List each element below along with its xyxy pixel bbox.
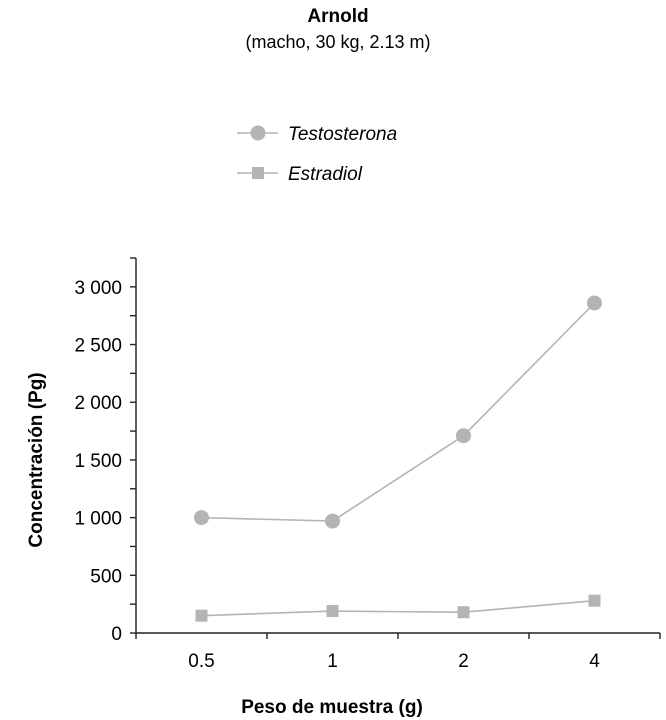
y-tick-label: 3 000 bbox=[74, 278, 122, 299]
y-tick-label: 0 bbox=[111, 624, 122, 645]
data-point-testosterona bbox=[587, 295, 602, 311]
y-tick-label: 2 000 bbox=[74, 393, 122, 414]
data-point-estradiol bbox=[326, 605, 339, 618]
x-tick-label: 4 bbox=[589, 651, 600, 672]
chart-subtitle: (macho, 30 kg, 2.13 m) bbox=[245, 32, 430, 52]
data-point-estradiol bbox=[588, 594, 601, 607]
data-point-testosterona bbox=[325, 513, 340, 529]
legend-marker-testosterona bbox=[250, 125, 266, 141]
x-axis-title: Peso de muestra (g) bbox=[241, 697, 423, 718]
y-tick-label: 500 bbox=[90, 566, 122, 587]
data-point-estradiol bbox=[195, 609, 208, 622]
series-line-testosterona bbox=[201, 302, 596, 522]
x-tick-label: 0.5 bbox=[188, 651, 214, 672]
chart-title: Arnold bbox=[307, 6, 368, 27]
data-point-testosterona bbox=[194, 510, 209, 526]
x-tick-label: 1 bbox=[327, 651, 338, 672]
data-point-estradiol bbox=[457, 606, 470, 619]
data-point-testosterona bbox=[456, 428, 471, 444]
y-axis: 0 500 1 000 1 500 2 000 2 500 3 000 bbox=[74, 257, 137, 645]
legend: Testosterona Estradiol bbox=[237, 124, 397, 185]
legend-marker-estradiol bbox=[252, 167, 264, 179]
y-tick-label: 1 500 bbox=[74, 451, 122, 472]
legend-label-testosterona: Testosterona bbox=[288, 124, 397, 145]
series-layer bbox=[194, 295, 602, 622]
y-axis-title: Concentración (Pg) bbox=[26, 372, 47, 547]
x-tick-label: 2 bbox=[458, 651, 469, 672]
legend-label-estradiol: Estradiol bbox=[288, 164, 363, 185]
x-axis: 0.5 1 2 4 bbox=[135, 632, 661, 672]
y-tick-label: 1 000 bbox=[74, 509, 122, 530]
y-tick-label: 2 500 bbox=[74, 336, 122, 357]
series-line-estradiol bbox=[201, 599, 595, 617]
